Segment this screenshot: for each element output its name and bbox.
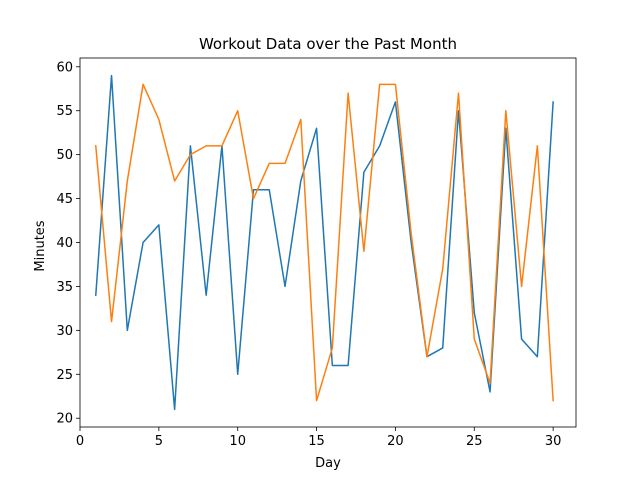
y-tick-label-30: 30 — [56, 324, 73, 339]
y-tick-label-25: 25 — [56, 368, 73, 383]
y-tick-label-55: 55 — [56, 104, 73, 119]
y-tick-label-20: 20 — [56, 412, 73, 427]
y-tick-label-40: 40 — [56, 236, 73, 251]
x-axis-label: Day — [315, 456, 341, 471]
x-tick-label-25: 25 — [466, 434, 483, 449]
y-tick-label-45: 45 — [56, 192, 73, 207]
x-tick-label-10: 10 — [229, 434, 246, 449]
chart-title: Workout Data over the Past Month — [199, 35, 457, 53]
plot-frame — [79, 57, 577, 428]
x-tick-label-30: 30 — [545, 434, 562, 449]
series-line-2 — [94, 83, 554, 402]
y-tick-label-35: 35 — [56, 280, 73, 295]
y-tick-label-50: 50 — [56, 148, 73, 163]
x-tick-label-20: 20 — [387, 434, 404, 449]
plot-area: 0 5 10 15 20 25 30 20 25 30 35 40 45 50 55 60 — [56, 57, 577, 449]
x-tick-label-0: 0 — [76, 434, 84, 449]
y-axis-label: Minutes — [33, 220, 48, 271]
x-tick-label-5: 5 — [155, 434, 163, 449]
y-tick-label-60: 60 — [56, 60, 73, 75]
series-line-1 — [94, 74, 554, 411]
x-tick-label-15: 15 — [308, 434, 325, 449]
